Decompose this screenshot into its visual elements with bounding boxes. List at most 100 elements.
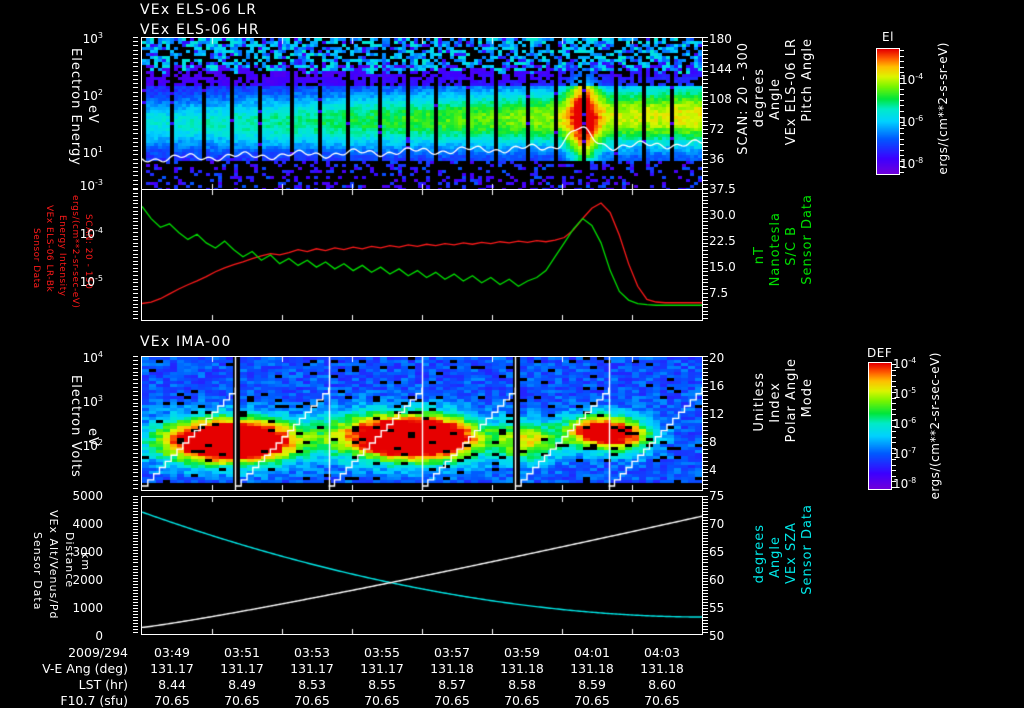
panel3-right-label-1: Polar Angle bbox=[784, 358, 799, 443]
panel1-left-axis-name: Electron Energy bbox=[68, 48, 83, 166]
tick-label: 4000 bbox=[72, 517, 103, 531]
minor-tick bbox=[703, 610, 708, 612]
minor-tick bbox=[133, 175, 138, 177]
tick-label: 10-6 bbox=[893, 416, 917, 431]
minor-tick bbox=[703, 318, 708, 319]
minor-tick bbox=[133, 387, 138, 389]
panel1-right-label-4: SCAN: 20 - 300 bbox=[736, 42, 751, 155]
minor-tick bbox=[891, 447, 896, 449]
minor-tick bbox=[133, 488, 138, 489]
tick-label: 5000 bbox=[72, 489, 103, 503]
minor-tick bbox=[703, 292, 708, 294]
minor-tick bbox=[133, 232, 138, 233]
minor-tick bbox=[899, 116, 904, 118]
minor-tick bbox=[703, 565, 708, 567]
minor-tick bbox=[899, 99, 904, 101]
minor-tick bbox=[703, 356, 708, 357]
minor-tick bbox=[133, 379, 138, 381]
minor-tick bbox=[703, 282, 708, 284]
minor-tick bbox=[703, 538, 708, 540]
minor-tick bbox=[899, 144, 904, 146]
minor-tick bbox=[133, 484, 138, 486]
minor-tick bbox=[133, 538, 138, 540]
minor-tick bbox=[133, 437, 138, 439]
tick-exponent: 2 bbox=[97, 438, 103, 447]
minor-tick bbox=[703, 199, 708, 201]
minor-tick bbox=[133, 460, 138, 462]
footer-cell: 03:49 bbox=[153, 645, 191, 660]
minor-tick bbox=[133, 146, 138, 148]
tick-label: 8 bbox=[709, 435, 717, 449]
panel2-line-plot bbox=[141, 189, 703, 321]
minor-tick bbox=[133, 367, 138, 369]
colorbar-el-gradient bbox=[876, 48, 900, 175]
minor-tick bbox=[703, 359, 708, 361]
minor-tick bbox=[133, 390, 138, 392]
minor-tick bbox=[703, 406, 708, 408]
minor-tick bbox=[703, 371, 708, 373]
minor-tick bbox=[133, 468, 138, 470]
minor-tick bbox=[703, 601, 708, 603]
panel1-spectrogram bbox=[141, 37, 703, 191]
minor-tick bbox=[133, 568, 138, 570]
minor-tick bbox=[891, 419, 896, 421]
minor-tick bbox=[703, 158, 708, 160]
minor-tick bbox=[703, 468, 708, 470]
minor-tick bbox=[703, 529, 708, 531]
minor-tick bbox=[703, 260, 708, 262]
minor-tick bbox=[703, 141, 708, 143]
minor-tick bbox=[703, 437, 708, 439]
tick-label: 4 bbox=[709, 463, 717, 477]
minor-tick bbox=[133, 125, 138, 127]
minor-tick bbox=[133, 267, 138, 269]
tick-label: 3000 bbox=[72, 545, 103, 559]
minor-tick bbox=[703, 559, 708, 561]
minor-tick bbox=[703, 112, 708, 114]
minor-tick bbox=[133, 406, 138, 408]
minor-tick bbox=[133, 199, 138, 201]
tick-exponent: -4 bbox=[908, 356, 917, 365]
minor-tick bbox=[133, 571, 138, 573]
minor-tick bbox=[703, 616, 708, 618]
minor-tick bbox=[703, 137, 708, 139]
footer-cell: 8.53 bbox=[298, 677, 326, 692]
minor-tick bbox=[703, 99, 708, 101]
tick-label: 10-5 bbox=[79, 274, 103, 289]
minor-tick bbox=[703, 239, 708, 241]
minor-tick bbox=[133, 472, 138, 474]
colorbar-def-title: DEF bbox=[867, 346, 893, 360]
tick-label: 1000 bbox=[72, 601, 103, 615]
minor-tick bbox=[891, 408, 896, 410]
minor-tick bbox=[703, 154, 708, 156]
tick-exponent: -4 bbox=[95, 226, 103, 235]
minor-tick bbox=[133, 532, 138, 534]
minor-tick bbox=[133, 253, 138, 255]
colorbar-def-units: ergs/(cm**2-sr-sec-eV) bbox=[928, 352, 942, 500]
minor-tick bbox=[703, 62, 708, 64]
minor-tick bbox=[133, 449, 138, 451]
panel2-right-ticks: 37.5 30.0 22.5 15.0 7.5 bbox=[709, 183, 757, 325]
minor-tick bbox=[133, 296, 138, 298]
minor-tick bbox=[703, 535, 708, 537]
tick-label: 103 bbox=[82, 394, 103, 409]
minor-tick bbox=[703, 91, 708, 93]
minor-tick bbox=[703, 150, 708, 152]
minor-tick bbox=[703, 499, 708, 501]
tick-label: 101 bbox=[82, 145, 103, 160]
minor-tick bbox=[703, 108, 708, 110]
minor-tick bbox=[703, 598, 708, 600]
footer-row-label: V-E Ang (deg) bbox=[42, 661, 128, 676]
minor-tick bbox=[133, 189, 138, 190]
minor-tick bbox=[899, 66, 904, 68]
minor-tick bbox=[133, 228, 138, 230]
minor-tick bbox=[703, 267, 708, 269]
minor-tick bbox=[133, 371, 138, 373]
minor-tick bbox=[703, 228, 708, 230]
minor-tick bbox=[703, 192, 708, 194]
panel3-right-ticks: 20 16 12 8 4 bbox=[709, 352, 749, 494]
minor-tick bbox=[703, 221, 708, 223]
minor-tick bbox=[703, 568, 708, 570]
minor-tick bbox=[133, 625, 138, 627]
minor-tick bbox=[703, 183, 708, 185]
minor-tick bbox=[133, 224, 138, 226]
